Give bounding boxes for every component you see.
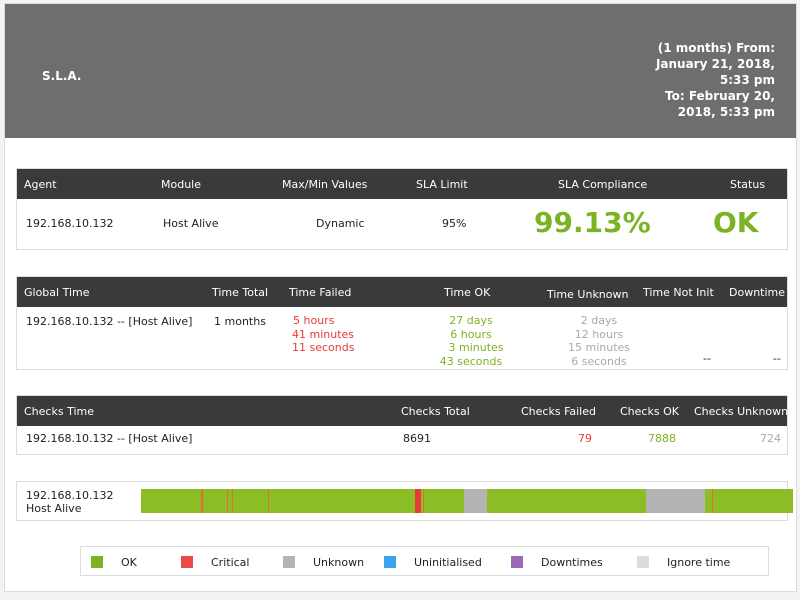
sla-compliance-value: 99.13% <box>534 206 651 239</box>
col-module: Module <box>161 178 201 191</box>
time-part: 15 minutes <box>567 341 631 354</box>
period-line: 2018, 5:33 pm <box>677 105 775 119</box>
module-name: Host Alive <box>163 217 219 230</box>
legend-swatch-ok <box>91 556 103 568</box>
col-time-unknown: Time Unknown <box>547 288 629 301</box>
legend-swatch-uninitialised <box>384 556 396 568</box>
timeline-segment <box>268 489 270 513</box>
table-header: Global Time Time Total Time Failed Time … <box>17 277 787 307</box>
timeline-segment <box>704 489 710 513</box>
legend-swatch-unknown <box>283 556 295 568</box>
time-part: 3 minutes <box>448 341 504 354</box>
period-line: 5:33 pm <box>719 73 775 87</box>
timeline-segment <box>141 489 202 513</box>
col-time-not-init: Time Not Init <box>643 286 714 299</box>
checks-failed-value: 79 <box>578 432 592 445</box>
report-period: (1 months) From: January 21, 2018, 5:33 … <box>645 40 775 120</box>
time-part: 6 hours <box>450 327 492 341</box>
downtime-value: -- <box>773 352 781 365</box>
row-name: 192.168.10.132 -- [Host Alive] <box>26 432 193 445</box>
legend-swatch-downtimes <box>511 556 523 568</box>
row-name: 192.168.10.132 -- [Host Alive] <box>26 315 193 328</box>
col-checks-total: Checks Total <box>401 405 470 418</box>
legend-label-downtimes: Downtimes <box>541 556 603 569</box>
table-row: 192.168.10.132 -- [Host Alive] 1 months … <box>17 307 787 369</box>
table-header: Agent Module Max/Min Values SLA Limit SL… <box>17 169 787 199</box>
time-part: 27 days <box>449 314 493 327</box>
timeline-segment <box>231 489 233 513</box>
table-row: 192.168.10.132 -- [Host Alive] 8691 79 7… <box>17 426 787 454</box>
time-part: 43 seconds <box>439 354 503 368</box>
time-table: Global Time Time Total Time Failed Time … <box>16 276 788 370</box>
time-failed-value: 5 hours 41 minutes 11 seconds <box>285 314 359 355</box>
col-time-total: Time Total <box>212 286 269 299</box>
time-part: 41 minutes <box>292 327 355 341</box>
checks-table: Checks Time Checks Total Checks Failed C… <box>16 395 788 455</box>
agent-name: 192.168.10.132 <box>26 217 114 230</box>
sla-timeline-graph: 192.168.10.132 Host Alive <box>16 481 793 521</box>
legend-swatch-ignore-time <box>637 556 649 568</box>
time-not-init-value: -- <box>703 352 711 365</box>
time-total-value: 1 months <box>214 315 266 328</box>
timeline-segment <box>646 489 705 513</box>
graph-agent: 192.168.10.132 <box>26 489 114 502</box>
period-line: January 21, 2018, <box>655 57 775 71</box>
table-row: 192.168.10.132 Host Alive Dynamic 95% 99… <box>17 199 787 249</box>
maxmin-value: Dynamic <box>316 217 365 230</box>
time-part: 11 seconds <box>292 341 355 354</box>
sla-summary-table: Agent Module Max/Min Values SLA Limit SL… <box>16 168 788 250</box>
timeline-segment <box>201 489 203 513</box>
col-checks-time: Checks Time <box>24 405 94 418</box>
graph-label: 192.168.10.132 Host Alive <box>26 489 113 515</box>
legend-label-unknown: Unknown <box>313 556 365 569</box>
checks-total-value: 8691 <box>403 432 431 445</box>
legend-swatch-critical <box>181 556 193 568</box>
legend-label-uninitialised: Uninitialised <box>414 556 482 569</box>
table-header: Checks Time Checks Total Checks Failed C… <box>17 396 789 426</box>
report-title: S.L.A. <box>42 69 82 83</box>
sla-report: S.L.A. (1 months) From: January 21, 2018… <box>4 3 797 592</box>
time-part: 12 hours <box>574 327 624 341</box>
timeline-segment <box>415 489 421 513</box>
report-header: S.L.A. (1 months) From: January 21, 2018… <box>5 4 796 138</box>
sla-limit-value: 95% <box>442 217 467 230</box>
col-compliance: SLA Compliance <box>558 178 648 191</box>
time-part: 5 hours <box>293 314 335 327</box>
col-time-failed: Time Failed <box>289 286 352 299</box>
time-part: 2 days <box>580 314 618 327</box>
time-part: 6 seconds <box>571 354 627 368</box>
legend-label-ignore-time: Ignore time <box>667 556 731 569</box>
timeline-segment <box>464 489 487 513</box>
col-agent: Agent <box>24 178 57 191</box>
legend: OK Critical Unknown Uninitialised Downti… <box>80 546 769 576</box>
col-maxmin: Max/Min Values <box>282 178 368 191</box>
legend-label-critical: Critical <box>211 556 250 569</box>
col-time-ok: Time OK <box>444 286 491 299</box>
status-badge: OK <box>713 206 759 239</box>
time-ok-value: 27 days 6 hours 3 minutes 43 seconds <box>435 314 507 368</box>
timeline-bar <box>141 489 793 513</box>
col-checks-ok: Checks OK <box>620 405 679 418</box>
timeline-segment <box>711 489 713 513</box>
col-global-time: Global Time <box>24 286 90 299</box>
checks-ok-value: 7888 <box>648 432 676 445</box>
col-sla-limit: SLA Limit <box>416 178 468 191</box>
time-unknown-value: 2 days 12 hours 15 minutes 6 seconds <box>559 314 639 368</box>
graph-module: Host Alive <box>26 502 82 515</box>
col-status: Status <box>730 178 766 191</box>
checks-unknown-value: 724 <box>760 432 781 445</box>
timeline-segment <box>422 489 424 513</box>
col-checks-unknown: Checks Unknown <box>694 405 789 418</box>
col-downtime: Downtime <box>729 286 786 299</box>
period-line: (1 months) From: <box>657 41 775 55</box>
col-checks-failed: Checks Failed <box>521 405 596 418</box>
timeline-segment <box>226 489 229 513</box>
legend-label-ok: OK <box>121 556 137 569</box>
period-line: To: February 20, <box>665 89 775 103</box>
